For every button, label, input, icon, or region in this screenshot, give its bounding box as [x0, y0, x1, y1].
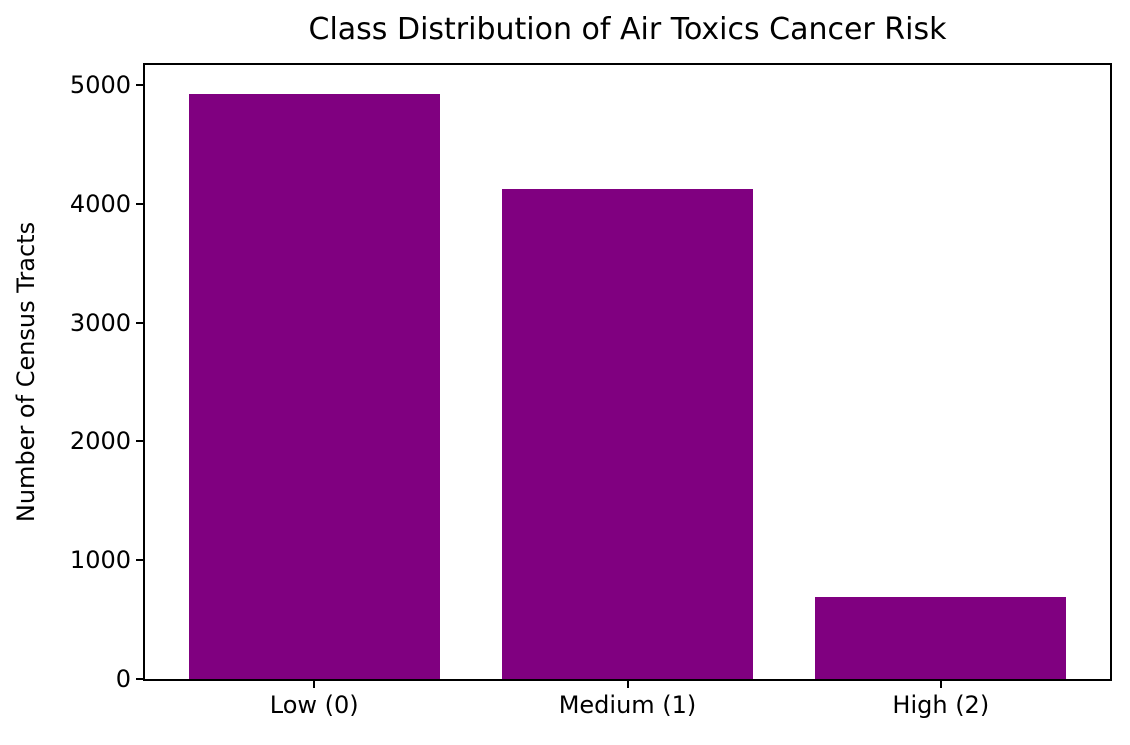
y-tick-mark — [136, 202, 143, 205]
x-tick-label: Low (0) — [269, 691, 359, 719]
plot-area: 0 1000 2000 3000 4000 5000 Low (0) Medium (1) Hi… — [70, 63, 1112, 717]
y-tick-label: 1000 — [69, 546, 131, 575]
x-tick-label: Medium (1) — [558, 691, 697, 719]
y-tick-label: 5000 — [69, 70, 131, 99]
chart-title: Class Distribution of Air Toxics Cancer … — [308, 12, 947, 47]
x-tick-mark — [313, 681, 316, 688]
y-tick-mark — [136, 678, 143, 680]
y-tick-label: 3000 — [69, 308, 131, 337]
bar-high-2 — [815, 597, 1067, 679]
bar-low-0 — [188, 94, 440, 679]
y-tick-label: 2000 — [69, 427, 131, 456]
x-tick-mark — [939, 681, 942, 688]
y-axis-label: Number of Census Tracts — [12, 221, 40, 523]
y-tick-label: 0 — [115, 665, 131, 693]
y-tick-label: 4000 — [69, 189, 131, 218]
y-tick-mark — [136, 83, 143, 86]
y-tick-mark — [136, 559, 143, 562]
y-tick-mark — [136, 321, 143, 324]
y-tick-mark — [136, 440, 143, 443]
x-tick-mark — [626, 681, 629, 688]
x-tick-label: High (2) — [892, 691, 990, 719]
bar-medium-1 — [502, 189, 753, 679]
